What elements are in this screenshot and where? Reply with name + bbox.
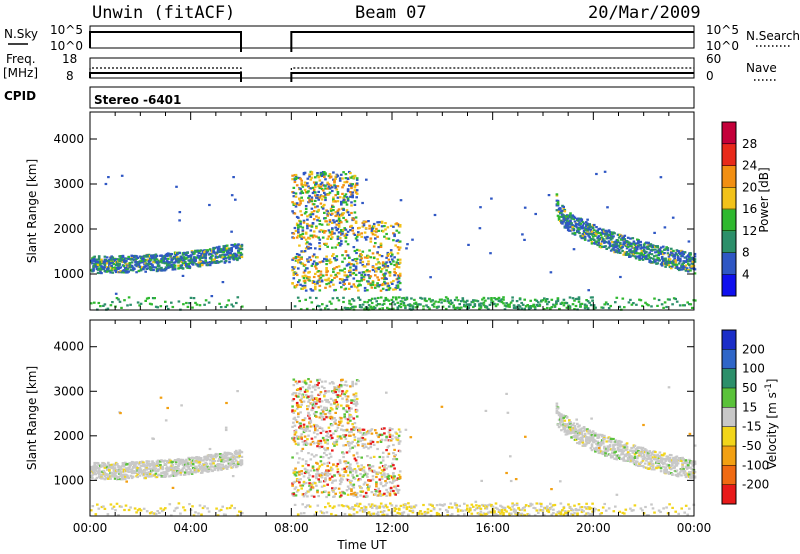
colorbar-tick: 24 xyxy=(742,159,757,173)
y-tick-label: 3000 xyxy=(53,384,84,398)
y-tick-label: 4000 xyxy=(53,340,84,354)
power-colorbar: 4 8 12 16 20 24 28 xyxy=(721,121,757,297)
cpid-label: CPID xyxy=(4,89,36,103)
colorbar-tick: 100 xyxy=(742,362,765,376)
y-tick-label: 3000 xyxy=(53,177,84,191)
nsearch-tick-top: 10^5 xyxy=(706,23,739,37)
nsky-label: N.Sky xyxy=(4,27,38,41)
x-tick-label: 20:00 xyxy=(576,521,611,535)
velocity-ylabel: Slant Range [km] xyxy=(25,366,39,470)
colorbar-tick: 50 xyxy=(742,381,757,395)
colorbar-swatch xyxy=(722,349,736,370)
colorbar-tick: -200 xyxy=(742,478,769,492)
nave-tick-bottom: 0 xyxy=(706,69,714,83)
nsky-tick-bottom: 10^0 xyxy=(50,39,83,53)
nsearch-label: N.Search xyxy=(746,29,800,43)
colorbar-swatch xyxy=(722,407,736,428)
colorbar-tick: 28 xyxy=(742,137,757,151)
colorbar-swatch xyxy=(722,426,736,447)
colorbar-swatch xyxy=(722,122,736,145)
colorbar-tick: -100 xyxy=(742,458,769,472)
colorbar-tick: -15 xyxy=(742,420,762,434)
velocity-colorbar: 200 100 50 15 -15 -50 -100 -200 xyxy=(721,329,769,505)
colorbar-tick: 200 xyxy=(742,342,765,356)
power-panel: 1000 2000 3000 4000 Slant Range [km] 4 8 12 16… xyxy=(25,111,771,311)
x-tick-label: 00:00 xyxy=(677,521,712,535)
y-tick-label: 2000 xyxy=(53,222,84,236)
colorbar-tick: 8 xyxy=(742,246,750,260)
beam-title: Beam 07 xyxy=(355,3,427,23)
power-echo-pixels xyxy=(90,170,697,311)
colorbar-tick: 20 xyxy=(742,180,757,194)
x-tick-label: 16:00 xyxy=(475,521,510,535)
colorbar-swatch xyxy=(722,209,736,232)
freq-label-1: Freq. xyxy=(6,52,36,66)
colorbar-swatch xyxy=(722,388,736,408)
colorbar-tick: 12 xyxy=(742,224,757,238)
colorbar-tick: 16 xyxy=(742,202,757,216)
nave-tick-top: 60 xyxy=(706,52,721,66)
colorbar-swatch xyxy=(722,330,736,350)
nsky-panel: N.Sky 10^5 10^0 10^5 10^0 N.Search xyxy=(4,23,800,53)
velocity-echo-pixels xyxy=(90,378,697,517)
colorbar-tick: 15 xyxy=(742,400,757,414)
power-ylabel: Slant Range [km] xyxy=(25,159,39,263)
y-tick-label: 1000 xyxy=(53,267,84,281)
freq-tick-top: 18 xyxy=(62,52,77,66)
colorbar-swatch xyxy=(722,274,736,297)
y-tick-label: 1000 xyxy=(53,473,84,487)
x-tick-label: 00:00 xyxy=(73,521,108,535)
power-colorbar-label: Power [dB] xyxy=(757,167,771,232)
x-tick-label: 08:00 xyxy=(274,521,309,535)
date-title: 20/Mar/2009 xyxy=(588,3,701,23)
nave-label: Nave xyxy=(746,61,777,75)
colorbar-swatch xyxy=(722,230,736,253)
colorbar-swatch xyxy=(722,465,736,486)
velocity-colorbar-label: Velocity [m s-1] xyxy=(764,379,779,470)
freq-panel: Freq. [MHz] 18 8 60 0 Nave xyxy=(3,52,777,83)
cpid-value: Stereo -6401 xyxy=(94,93,181,107)
y-tick-label: 2000 xyxy=(53,429,84,443)
nsky-tick-top: 10^5 xyxy=(50,23,83,37)
x-tick-label: 04:00 xyxy=(173,521,208,535)
colorbar-swatch xyxy=(722,484,736,505)
velocity-panel: 1000 2000 3000 4000 00:00 04:00 08:00 12:00 16:… xyxy=(25,319,779,552)
colorbar-swatch xyxy=(722,143,736,166)
colorbar-swatch xyxy=(722,252,736,275)
colorbar-tick: -50 xyxy=(742,439,762,453)
cpid-strip: CPID Stereo -6401 xyxy=(4,86,695,109)
freq-label-2: [MHz] xyxy=(3,66,38,80)
y-tick-label: 4000 xyxy=(53,132,84,146)
colorbar-swatch xyxy=(722,368,736,389)
colorbar-tick: 4 xyxy=(742,267,750,281)
colorbar-swatch xyxy=(722,165,736,188)
freq-tick-bottom: 8 xyxy=(66,69,74,83)
nsearch-tick-bottom: 10^0 xyxy=(706,39,739,53)
velocity-xlabel: Time UT xyxy=(336,538,387,552)
colorbar-swatch xyxy=(722,446,736,466)
radar-title: Unwin (fitACF) xyxy=(92,3,235,23)
colorbar-swatch xyxy=(722,187,736,210)
x-tick-label: 12:00 xyxy=(375,521,410,535)
